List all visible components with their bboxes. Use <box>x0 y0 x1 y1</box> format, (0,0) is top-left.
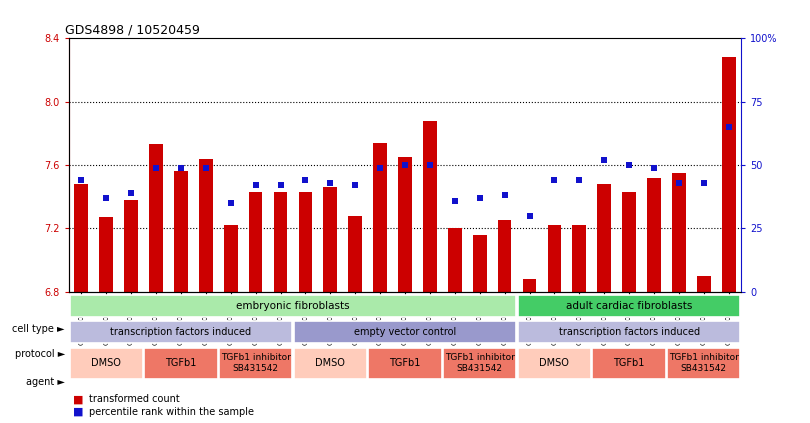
Point <box>399 162 411 168</box>
Point <box>697 179 710 186</box>
Point <box>100 195 113 201</box>
Point <box>523 212 536 219</box>
Text: protocol ►: protocol ► <box>15 349 65 359</box>
Point <box>723 124 735 130</box>
Point <box>150 164 163 171</box>
Bar <box>423 121 437 292</box>
Point <box>598 157 611 163</box>
Text: TGFb1: TGFb1 <box>165 358 197 368</box>
Bar <box>274 192 288 292</box>
Point <box>349 182 362 189</box>
Text: TGFb1: TGFb1 <box>390 358 420 368</box>
FancyBboxPatch shape <box>70 348 143 379</box>
Bar <box>373 143 387 292</box>
Bar <box>224 225 237 292</box>
FancyBboxPatch shape <box>369 348 441 379</box>
Point <box>373 164 386 171</box>
FancyBboxPatch shape <box>70 321 292 343</box>
Bar <box>622 192 636 292</box>
Bar <box>75 184 88 292</box>
Bar <box>647 178 661 292</box>
Text: cell type ►: cell type ► <box>12 324 65 334</box>
FancyBboxPatch shape <box>294 348 367 379</box>
Bar <box>299 192 312 292</box>
Bar <box>498 220 511 292</box>
Text: TGFb1: TGFb1 <box>613 358 645 368</box>
Point <box>424 162 437 168</box>
Text: DMSO: DMSO <box>539 358 569 368</box>
FancyBboxPatch shape <box>518 321 740 343</box>
Point <box>125 190 138 196</box>
Point <box>473 195 486 201</box>
Text: TGFb1 inhibitor
SB431542: TGFb1 inhibitor SB431542 <box>220 354 291 373</box>
Text: ■: ■ <box>73 394 83 404</box>
Text: DMSO: DMSO <box>92 358 122 368</box>
Bar <box>199 159 213 292</box>
Point <box>548 177 561 184</box>
FancyBboxPatch shape <box>518 348 591 379</box>
Point <box>647 164 660 171</box>
Bar <box>522 279 536 292</box>
Text: embryonic fibroblasts: embryonic fibroblasts <box>237 301 350 311</box>
Text: transcription factors induced: transcription factors induced <box>110 327 251 337</box>
FancyBboxPatch shape <box>592 348 666 379</box>
Point <box>299 177 312 184</box>
Bar <box>149 144 163 292</box>
Text: TGFb1 inhibitor
SB431542: TGFb1 inhibitor SB431542 <box>669 354 739 373</box>
Text: agent ►: agent ► <box>26 376 65 387</box>
Point <box>573 177 586 184</box>
Bar <box>323 187 337 292</box>
Text: DMSO: DMSO <box>315 358 345 368</box>
Text: adult cardiac fibroblasts: adult cardiac fibroblasts <box>566 301 693 311</box>
Bar <box>722 57 735 292</box>
FancyBboxPatch shape <box>144 348 218 379</box>
Point <box>249 182 262 189</box>
Point <box>174 164 187 171</box>
Text: empty vector control: empty vector control <box>354 327 456 337</box>
FancyBboxPatch shape <box>70 295 516 317</box>
Point <box>324 179 337 186</box>
FancyBboxPatch shape <box>294 321 516 343</box>
FancyBboxPatch shape <box>219 348 292 379</box>
Bar <box>124 200 138 292</box>
Bar <box>348 216 362 292</box>
Point <box>672 179 685 186</box>
FancyBboxPatch shape <box>518 295 740 317</box>
Bar <box>100 217 113 292</box>
FancyBboxPatch shape <box>443 348 516 379</box>
Point <box>623 162 636 168</box>
Point <box>199 164 212 171</box>
Text: transformed count: transformed count <box>89 394 180 404</box>
Bar <box>672 173 686 292</box>
Bar <box>399 157 411 292</box>
Text: percentile rank within the sample: percentile rank within the sample <box>89 407 254 417</box>
Point <box>274 182 287 189</box>
Bar <box>473 235 487 292</box>
Bar <box>573 225 586 292</box>
Text: transcription factors induced: transcription factors induced <box>559 327 700 337</box>
Bar <box>174 171 188 292</box>
Bar <box>597 184 611 292</box>
Bar <box>448 228 462 292</box>
Text: ■: ■ <box>73 407 83 417</box>
Bar <box>249 192 262 292</box>
Bar <box>548 225 561 292</box>
FancyBboxPatch shape <box>667 348 740 379</box>
Text: GDS4898 / 10520459: GDS4898 / 10520459 <box>66 24 200 37</box>
Point <box>224 200 237 206</box>
Point <box>498 192 511 199</box>
Point <box>75 177 87 184</box>
Text: TGFb1 inhibitor
SB431542: TGFb1 inhibitor SB431542 <box>445 354 514 373</box>
Point <box>448 197 461 204</box>
Bar <box>697 276 710 292</box>
